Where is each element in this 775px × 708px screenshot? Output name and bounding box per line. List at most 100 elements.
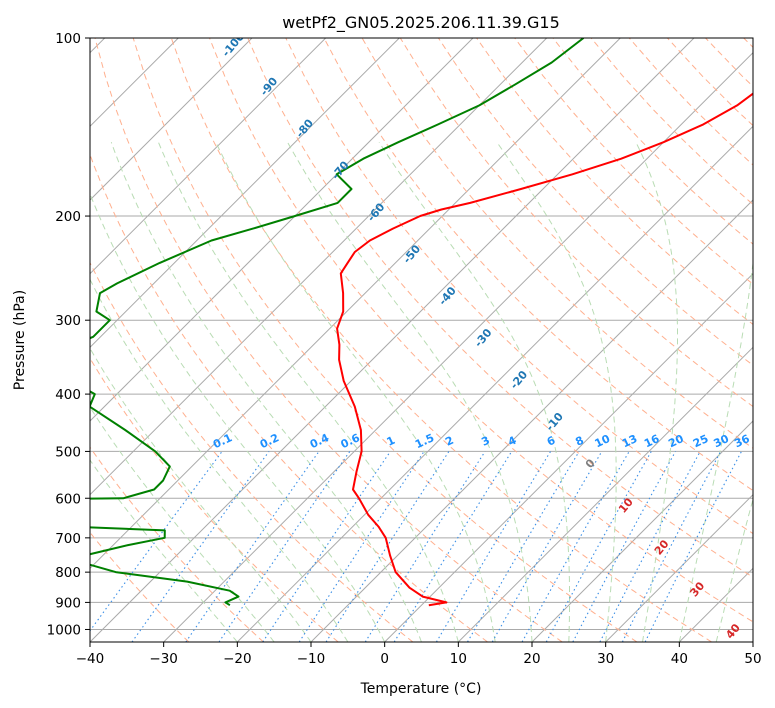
adiabat-label: -50 <box>400 242 423 266</box>
dry-adiabat-line <box>705 38 753 88</box>
isotherm-line <box>752 641 753 642</box>
moist-adiabat-line <box>90 192 386 642</box>
mixing-ratio-line <box>644 451 742 642</box>
y-tick-label: 900 <box>55 595 81 611</box>
x-tick-label: 20 <box>523 651 540 667</box>
dry-adiabat-line <box>209 38 753 623</box>
y-tick-label: 600 <box>55 491 81 507</box>
moist-adiabat-line <box>635 141 678 642</box>
mixing-ratio-label: 8 <box>573 434 585 449</box>
mixing-ratio-line <box>599 451 701 642</box>
mixing-ratio-label: 0.1 <box>211 431 234 451</box>
isotherm-line <box>90 38 548 496</box>
isotherm-line <box>384 272 753 642</box>
adiabat-label: 20 <box>652 537 672 557</box>
dry-adiabat-line <box>476 38 753 326</box>
adiabat-label: -30 <box>472 326 495 350</box>
moist-adiabat-line <box>90 278 349 642</box>
adiabat-label: -10 <box>543 410 566 434</box>
mixing-ratio-label: 30 <box>712 432 732 450</box>
dry-adiabat-line <box>90 357 339 642</box>
isotherm-line <box>90 38 621 570</box>
mixing-ratio-line <box>325 451 450 642</box>
dry-adiabat-line <box>132 38 638 642</box>
mixing-ratio-label: 0.4 <box>308 431 331 451</box>
mixing-ratio-label: 1.5 <box>413 431 436 451</box>
moist-adiabat-line <box>287 141 533 642</box>
y-tick-label: 700 <box>55 531 81 547</box>
moist-adiabat-line <box>715 497 753 642</box>
x-tick-label: 40 <box>671 651 688 667</box>
isotherm-line <box>90 38 695 642</box>
plot-frame <box>89 37 754 643</box>
mixing-ratio-line <box>435 451 552 642</box>
x-tick-label: 50 <box>744 651 761 667</box>
mixing-ratio-line <box>131 451 270 642</box>
isotherm-line <box>90 38 400 349</box>
moist-adiabat-line <box>678 259 753 642</box>
y-tick-label: 1000 <box>47 622 81 638</box>
chart-title: wetPf2_GN05.2025.206.11.39.G15 <box>282 13 560 33</box>
mixing-ratio-label: 10 <box>593 432 613 450</box>
dry-adiabat-line <box>94 38 563 642</box>
isotherm-line <box>531 420 753 642</box>
moist-adiabat-line <box>90 406 275 642</box>
mixing-ratio-line <box>572 451 676 642</box>
y-tick-label: 500 <box>55 444 81 460</box>
dry-adiabat-line <box>90 261 414 642</box>
mixing-ratio-line <box>218 451 351 642</box>
mixing-ratio-line <box>521 451 630 642</box>
x-tick-label: −10 <box>297 651 326 667</box>
adiabat-label: -80 <box>293 116 316 140</box>
y-axis-label: Pressure (hPa) <box>12 290 28 390</box>
isotherm-line <box>236 125 753 642</box>
mixing-ratio-label: 3 <box>479 434 491 449</box>
y-tick-label: 100 <box>55 31 81 47</box>
moist-adiabat-line <box>90 459 238 642</box>
x-tick-label: −30 <box>149 651 178 667</box>
mixing-ratio-line <box>364 451 486 642</box>
adiabat-label: 40 <box>723 621 743 641</box>
y-tick-label: 200 <box>55 209 81 225</box>
mixing-ratio-label: 0.6 <box>339 431 362 451</box>
mixing-ratio-line <box>90 451 223 632</box>
adiabat-label: -100 <box>219 30 247 60</box>
mixing-ratio-line <box>467 451 580 642</box>
dry-adiabat-line <box>323 38 753 492</box>
dry-adiabat-line <box>514 38 753 285</box>
x-tick-label: −40 <box>76 651 105 667</box>
mixing-ratio-label: 13 <box>620 432 639 450</box>
dry-adiabat-line <box>743 38 753 48</box>
adiabat-label: 0 <box>583 456 598 470</box>
moist-adiabat-line <box>110 142 422 642</box>
dry-adiabat-line <box>247 38 753 578</box>
moist-adiabat-line <box>90 347 312 642</box>
dry-adiabat-line <box>170 38 712 642</box>
mixing-ratio-label: 1 <box>385 434 397 449</box>
mixing-ratio-label: 20 <box>666 432 686 450</box>
mixing-ratio-line <box>393 451 513 642</box>
isotherm-line <box>90 38 253 201</box>
x-tick-label: 0 <box>380 651 389 667</box>
mixing-ratio-line <box>545 451 652 642</box>
x-tick-label: −20 <box>223 651 252 667</box>
y-tick-label: 300 <box>55 313 81 329</box>
x-axis-label: Temperature (°C) <box>360 681 482 697</box>
x-tick-label: 30 <box>597 651 614 667</box>
adiabat-label: -90 <box>258 75 281 99</box>
y-tick-label: 800 <box>55 565 81 581</box>
mixing-ratio-line <box>262 451 391 642</box>
mixing-ratio-label: 16 <box>642 432 662 450</box>
mixing-ratio-label: 36 <box>732 432 752 450</box>
isotherm-line <box>90 38 327 275</box>
temperature-profile-line <box>336 92 753 607</box>
dry-adiabat-line <box>90 153 488 642</box>
mixing-ratio-label: 25 <box>691 432 710 450</box>
mixing-ratio-label: 2 <box>443 434 455 449</box>
isotherm-line <box>90 38 474 422</box>
dry-adiabat-line <box>90 531 190 642</box>
isotherm-line <box>163 51 753 642</box>
mixing-ratio-line <box>298 451 425 642</box>
adiabat-label: -40 <box>436 284 459 308</box>
moist-adiabat-line <box>496 141 617 642</box>
